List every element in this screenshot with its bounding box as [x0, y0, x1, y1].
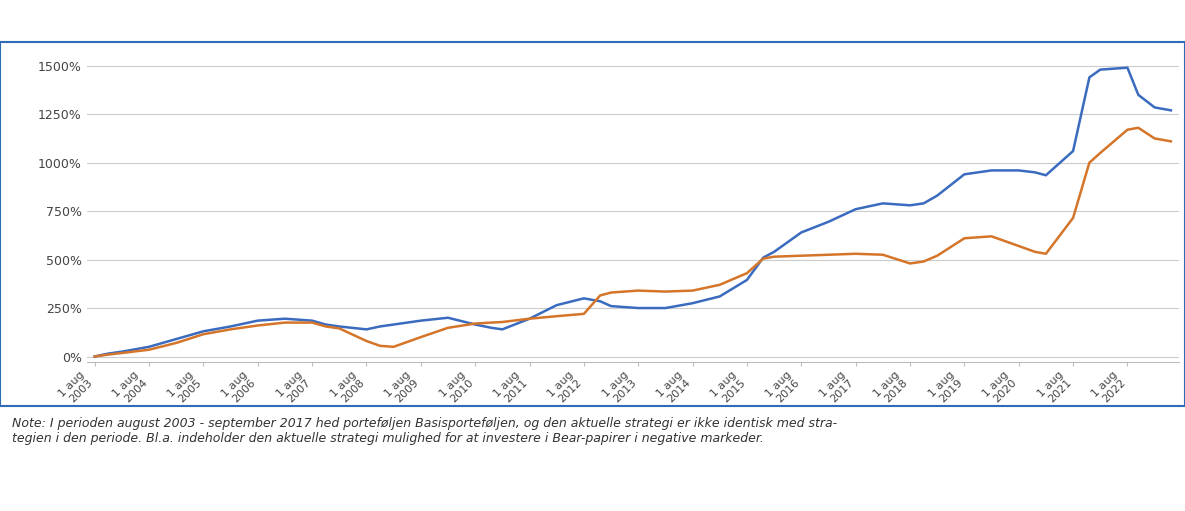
Text: Note: I perioden august 2003 - september 2017 hed porteføljen Basisporteføljen, : Note: I perioden august 2003 - september…: [12, 416, 837, 445]
Text: Afkast siden start - ØU Portefølje (Blå) <> Copenhagen Benchmark: Afkast siden start - ØU Portefølje (Blå)…: [12, 9, 671, 29]
